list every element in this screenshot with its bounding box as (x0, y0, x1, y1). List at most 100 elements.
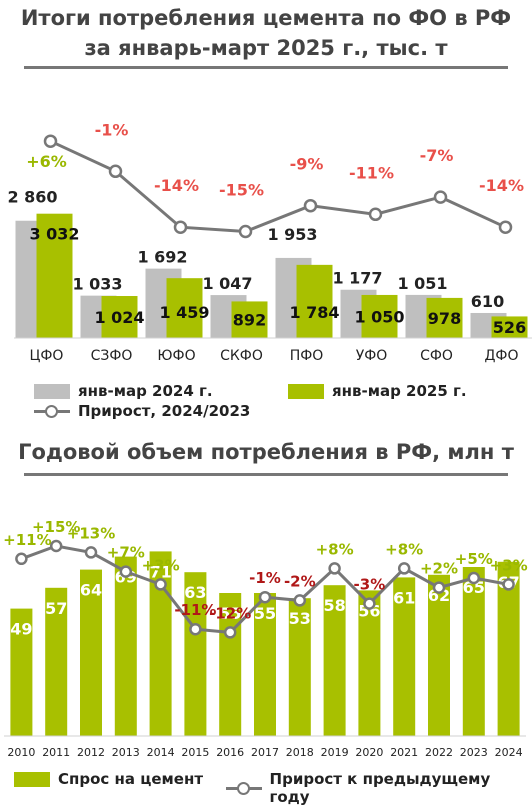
demand-label-0: 49 (10, 620, 32, 639)
year-tick-8: 2018 (286, 746, 314, 759)
annual-growth-point-14 (502, 578, 515, 591)
year-tick-4: 2014 (147, 746, 175, 759)
x-tick-3: СКФО (220, 348, 263, 364)
label-2024-1: 1 033 (72, 275, 122, 294)
growth-label-7: -14% (479, 176, 524, 195)
annual-consumption-chart: 4920105720116420126920137120146320155520… (3, 518, 528, 759)
annual-growth-point-7 (258, 590, 272, 604)
bottom-title-divider (24, 473, 508, 476)
demand-label-6: 55 (219, 604, 241, 623)
bar-2025-1 (101, 296, 138, 338)
demand-bar-12 (428, 574, 450, 736)
legend-label-2024: янв-мар 2024 г. (78, 382, 213, 400)
label-2025-3: 892 (233, 311, 266, 330)
growth-label-2: -14% (154, 176, 199, 195)
annual-growth-label-9: +8% (316, 540, 354, 558)
annual-growth-label-2: +13% (67, 524, 115, 542)
demand-bar-0 (10, 608, 33, 736)
label-2025-0: 3 032 (29, 225, 79, 244)
year-tick-11: 2021 (390, 746, 418, 759)
annual-growth-point-3 (119, 565, 133, 578)
growth-label-6: -7% (420, 146, 454, 165)
bar-2025-0 (36, 213, 73, 338)
label-2025-4: 1 784 (289, 303, 339, 322)
legend-item-demand: Спрос на цемент (14, 770, 203, 788)
annual-growth-point-1 (49, 539, 63, 553)
x-tick-6: СФО (420, 348, 453, 364)
legend-label-growth: Прирост, 2024/2023 (78, 402, 251, 420)
year-tick-3: 2013 (112, 746, 140, 759)
label-2024-2: 1 692 (137, 248, 187, 267)
x-tick-1: СЗФО (91, 348, 133, 364)
growth-point-4 (303, 198, 318, 213)
demand-bar-14 (497, 561, 520, 736)
annual-growth-label-14: +3% (490, 556, 528, 574)
label-2025-2: 1 459 (159, 303, 209, 322)
growth-label-5: -11% (349, 163, 394, 182)
demand-label-1: 57 (45, 599, 67, 618)
annual-growth-point-2 (84, 546, 98, 559)
annual-growth-point-10 (363, 597, 376, 610)
legend-swatch-line (34, 404, 70, 418)
annual-growth-label-12: +2% (420, 560, 458, 578)
label-2025-1: 1 024 (94, 308, 144, 327)
demand-bar-7 (254, 593, 276, 736)
year-tick-13: 2023 (460, 746, 488, 759)
annual-growth-label-4: +3% (142, 556, 180, 574)
label-2025-7: 526 (493, 318, 526, 337)
legend-item-annual-growth: Прирост к предыдущему году (226, 770, 532, 806)
demand-bar-10 (358, 590, 381, 736)
x-tick-2: ЮФО (157, 348, 195, 364)
growth-point-7 (498, 220, 513, 234)
annual-growth-label-13: +5% (455, 550, 493, 568)
year-tick-10: 2020 (355, 746, 383, 759)
year-tick-9: 2019 (321, 746, 349, 759)
bar-2025-5 (361, 294, 398, 338)
demand-bar-9 (323, 585, 346, 736)
demand-label-5: 63 (184, 583, 206, 602)
legend-swatch-green (288, 383, 324, 399)
legend-label-annual-growth: Прирост к предыдущему году (269, 770, 491, 806)
label-2024-6: 1 051 (397, 274, 447, 293)
annual-growth-label-10: -3% (354, 576, 386, 594)
demand-label-7: 55 (254, 604, 276, 623)
label-2025-5: 1 050 (354, 307, 404, 326)
annual-growth-label-6: -12% (209, 604, 251, 622)
growth-point-2 (173, 220, 188, 234)
x-tick-4: ПФО (290, 348, 324, 364)
legend-label-2025: янв-мар 2025 г. (332, 382, 467, 400)
annual-growth-point-4 (154, 578, 167, 591)
bar-2025-4 (296, 264, 333, 338)
growth-label-0: +6% (26, 152, 67, 171)
bar-2025-7 (491, 316, 528, 338)
year-tick-14: 2024 (495, 746, 523, 759)
legend-item-2024: янв-мар 2024 г. (34, 382, 213, 400)
annual-growth-point-5 (189, 622, 202, 636)
growth-point-6 (433, 190, 448, 204)
label-2025-6: 978 (428, 309, 461, 328)
demand-label-8: 53 (289, 609, 311, 628)
demand-bar-13 (462, 567, 485, 736)
demand-label-11: 61 (393, 588, 415, 607)
legend-swatch-annual-line (226, 781, 262, 795)
annual-growth-point-8 (293, 594, 307, 607)
growth-point-0 (43, 134, 58, 148)
x-tick-0: ЦФО (30, 348, 64, 364)
year-tick-12: 2022 (425, 746, 453, 759)
top-chart-title-line2: за январь-март 2025 г., тыс. т (84, 36, 448, 60)
year-tick-5: 2015 (181, 746, 209, 759)
label-2024-3: 1 047 (202, 274, 252, 293)
year-tick-0: 2010 (7, 746, 35, 759)
annual-growth-label-8: -2% (284, 572, 316, 590)
x-tick-5: УФО (356, 348, 388, 364)
annual-growth-point-0 (15, 552, 28, 566)
demand-bar-5 (184, 572, 207, 736)
annual-growth-label-5: -11% (174, 601, 216, 619)
legend-label-demand: Спрос на цемент (58, 770, 204, 788)
legend-swatch-demand (14, 771, 50, 787)
annual-growth-label-0: +11% (3, 531, 51, 549)
label-2024-4: 1 953 (267, 225, 317, 244)
growth-label-1: -1% (95, 120, 129, 139)
year-tick-2: 2012 (77, 746, 105, 759)
annual-growth-point-9 (328, 562, 341, 575)
